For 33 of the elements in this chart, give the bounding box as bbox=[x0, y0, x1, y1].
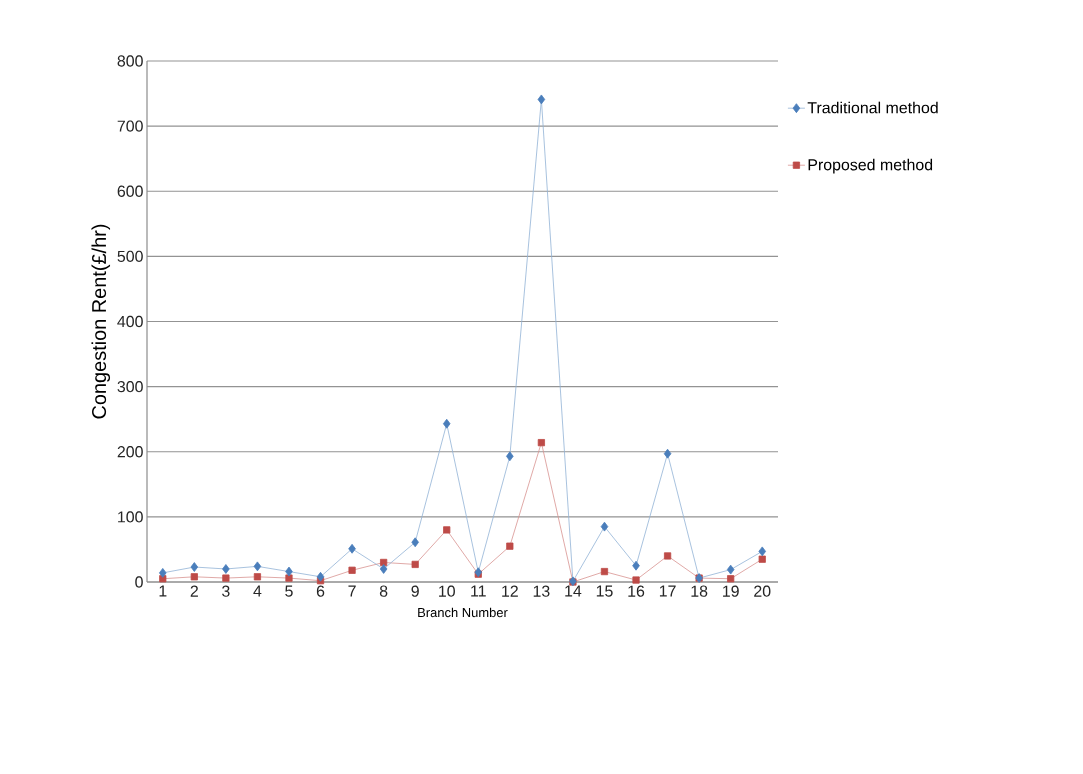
x-tick-label: 19 bbox=[723, 585, 739, 597]
x-tick-label: 7 bbox=[348, 585, 356, 597]
x-tick-label: 6 bbox=[316, 585, 325, 597]
x-tick-label: 15 bbox=[596, 585, 613, 597]
x-tick-label: 11 bbox=[471, 585, 486, 597]
x-tick-label: 1 bbox=[159, 585, 167, 597]
x-tick-label: 3 bbox=[222, 585, 230, 597]
x-tick-label: 8 bbox=[379, 585, 388, 597]
x-tick-label: 5 bbox=[285, 585, 293, 597]
x-tick-label: 17 bbox=[659, 585, 676, 597]
x-tick-label: 18 bbox=[691, 585, 708, 597]
y-tick-label: 200 bbox=[117, 446, 143, 458]
x-tick-label: 20 bbox=[754, 585, 771, 597]
y-tick-label: 0 bbox=[135, 576, 143, 588]
x-tick-label: 16 bbox=[628, 585, 645, 597]
y-tick-label: 400 bbox=[117, 315, 143, 328]
x-tick-label: 14 bbox=[565, 585, 582, 597]
x-tick-label: 9 bbox=[411, 585, 419, 597]
x-tick-label: 10 bbox=[439, 585, 455, 597]
y-tick-label: 100 bbox=[118, 511, 143, 523]
y-tick-label: 700 bbox=[117, 120, 143, 132]
y-tick-label: 600 bbox=[117, 185, 143, 197]
y-tick-label: 500 bbox=[117, 250, 143, 263]
x-axis-title: Branch Number bbox=[418, 607, 508, 618]
y-axis-title: Congestion Rent(£/hr) bbox=[91, 224, 111, 419]
y-tick-label: 800 bbox=[117, 55, 143, 67]
legend-label: Traditional method bbox=[807, 101, 938, 114]
x-tick-label: 13 bbox=[533, 585, 550, 597]
x-tick-label: 4 bbox=[253, 585, 262, 597]
legend-label: Proposed method bbox=[808, 158, 933, 174]
y-tick-label: 300 bbox=[117, 380, 143, 393]
x-tick-label: 2 bbox=[190, 585, 198, 597]
x-tick-label: 12 bbox=[502, 585, 518, 597]
